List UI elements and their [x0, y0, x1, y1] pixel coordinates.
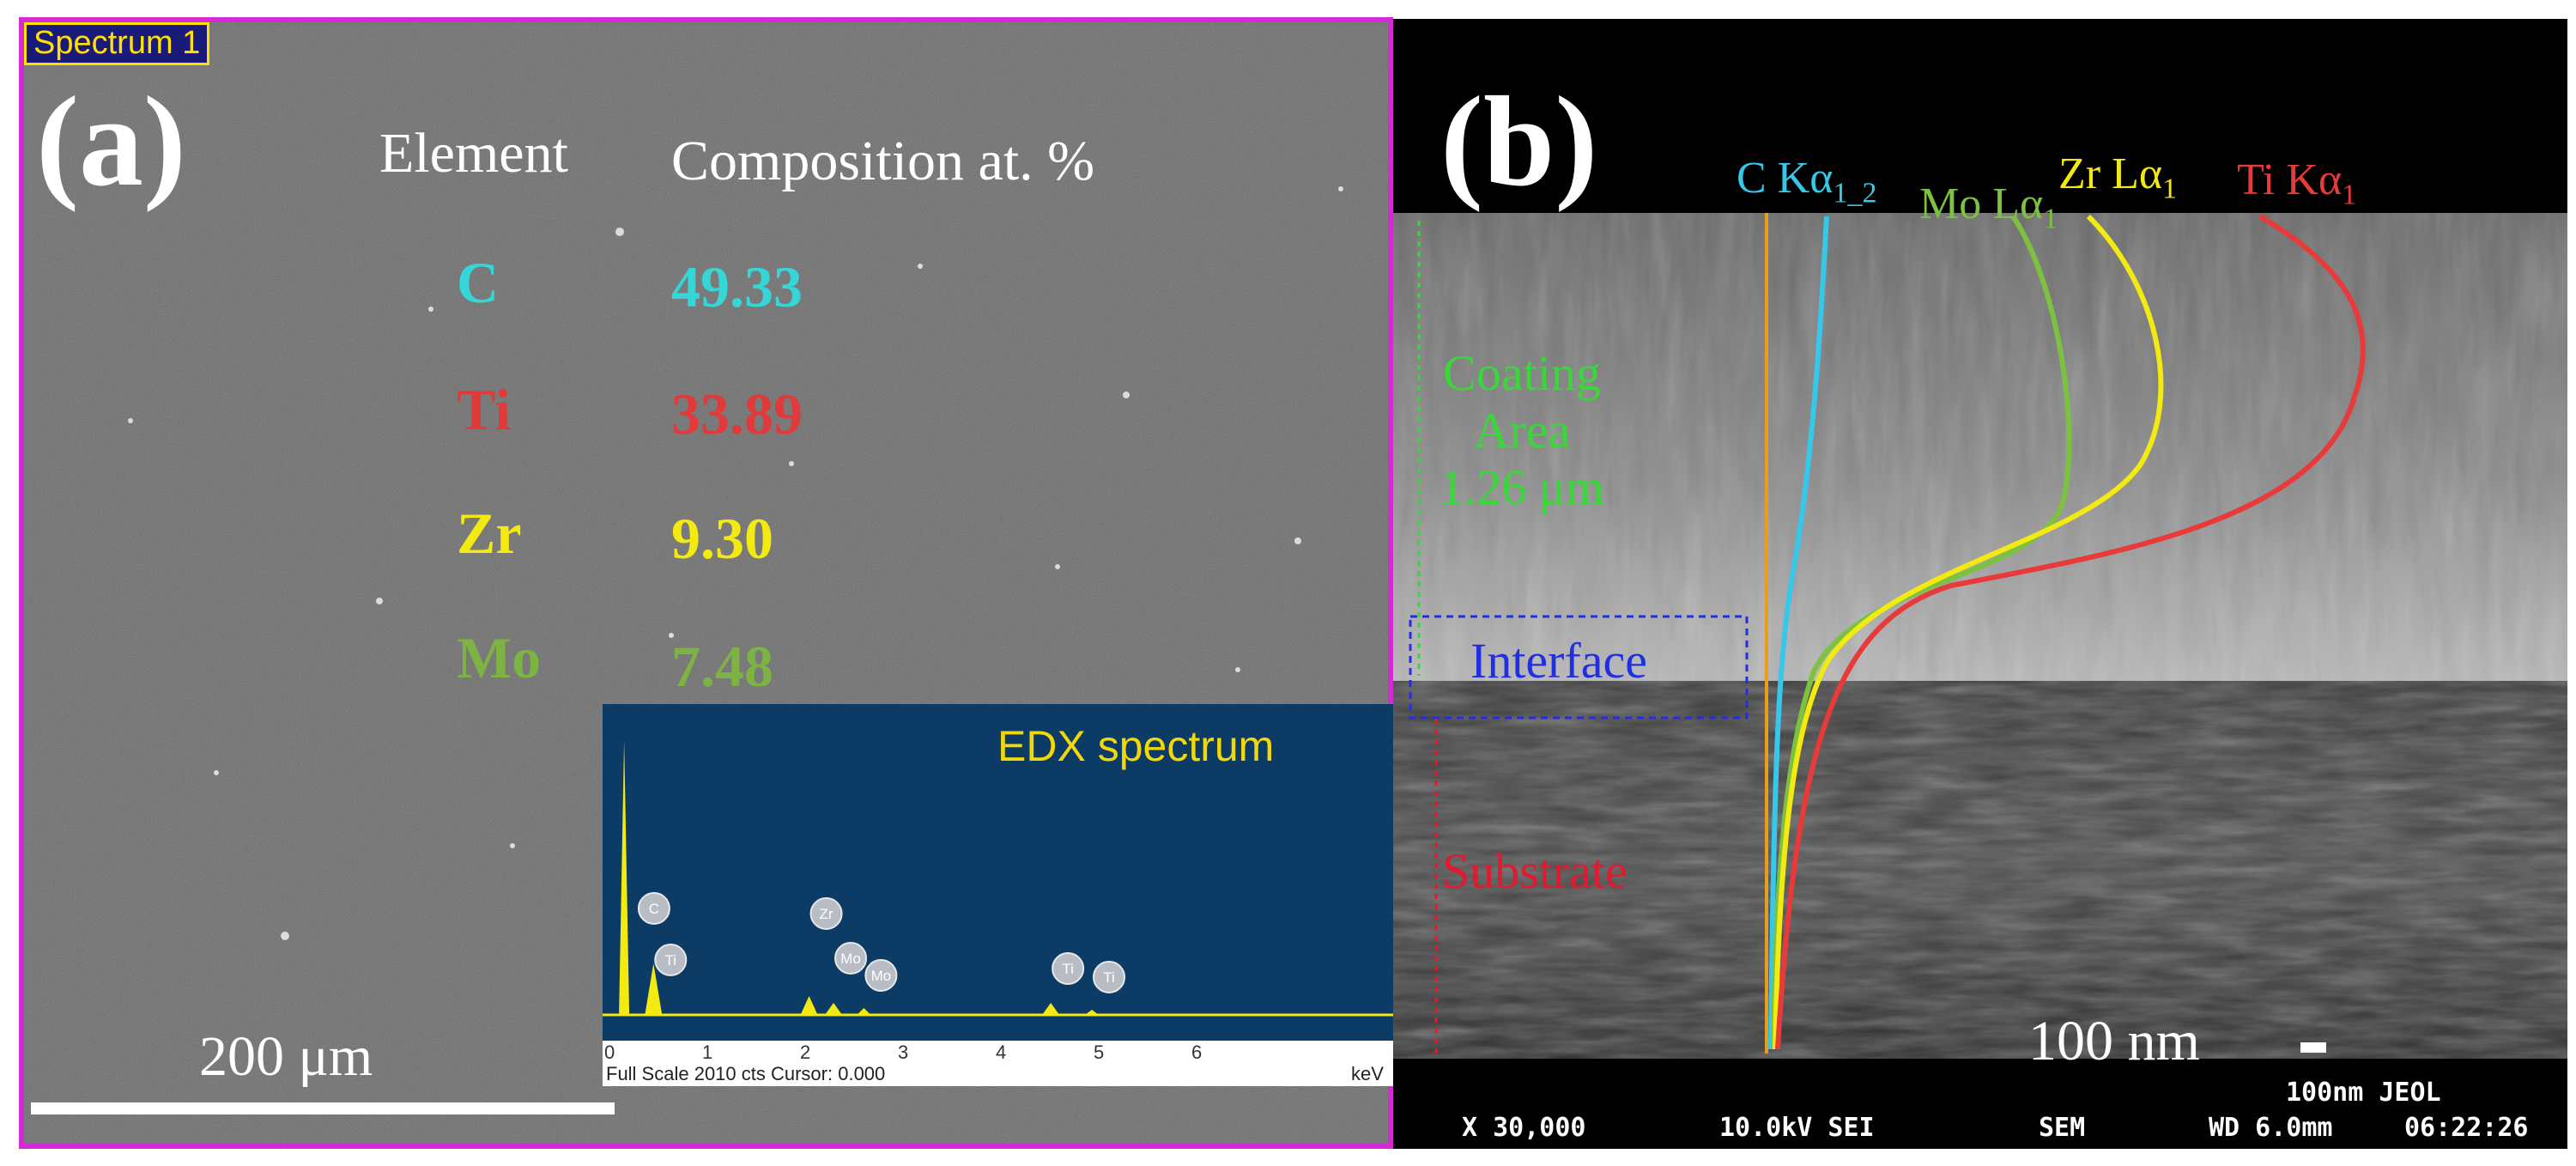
- peak-badge: [654, 944, 688, 976]
- panel-b-sem-cross-section: (b) C Kα1_2 Mo Lα1 Zr Lα1 Ti Kα1 Coating…: [1393, 19, 2567, 1149]
- edx-tick-label: 4: [996, 1042, 1007, 1063]
- c-ka-label-text: C Kα: [1737, 154, 1834, 203]
- mo-la-label-text: Mo Lα: [1919, 179, 2044, 228]
- edx-tick-label: 6: [1191, 1042, 1203, 1063]
- scale-bar-b-label: 100 nm: [2028, 1010, 2200, 1072]
- sem-texture-a: [19, 17, 1393, 1149]
- coating-area-label: Coating Area 1.26 μm: [1427, 345, 1616, 517]
- value-ti: 33.89: [671, 381, 803, 446]
- spectrum-peak-zr: [800, 996, 818, 1015]
- spectrum-peak-ti-l: [645, 963, 663, 1015]
- sem-working-distance: WD 6.0mm: [2209, 1113, 2333, 1143]
- value-c: 49.33: [671, 254, 803, 319]
- mo-la-label: Mo Lα1: [1919, 182, 2058, 234]
- edx-axis-bar: 0 1 2 3 4 5 6 Full Scale 2010 cts Cursor: 0.00…: [603, 1041, 1393, 1086]
- mo-la-trace: [1771, 215, 2072, 1050]
- peak-badge: [834, 942, 868, 975]
- peak-badge: [1052, 952, 1085, 985]
- ti-ka-label: Ti Kα1: [2237, 158, 2356, 210]
- zr-la-trace: [1773, 214, 2164, 1050]
- c-ka-trace: [1768, 216, 1829, 1050]
- peak-label: Ti: [665, 952, 677, 969]
- interface-label: Interface: [1470, 633, 1648, 689]
- zr-la-label: Zr Lα1: [2058, 152, 2177, 203]
- panel-a-sem-image: Spectrum 1 (a) Element Composition at. %…: [19, 17, 1393, 1149]
- ti-ka-label-sub: 1: [2342, 179, 2357, 211]
- edx-spectrum-title: EDX spectrum: [997, 722, 1275, 770]
- peak-label: Ti: [1062, 961, 1074, 977]
- peak-label: Ti: [1103, 969, 1115, 986]
- edx-spectrum-inset: EDX spectrum C Ti Zr Mo Mo Ti Ti 0 1 2 3 4 5 6 Full …: [603, 704, 1393, 1086]
- c-ka-label: C Kα1_2: [1737, 156, 1876, 208]
- edx-tick-label: 0: [604, 1042, 615, 1063]
- element-c: C: [457, 250, 500, 315]
- edx-tick-label: 3: [898, 1042, 909, 1063]
- coating-label-line3: 1.26 μm: [1439, 459, 1605, 516]
- scale-bar-a-label: 200 μm: [199, 1025, 373, 1088]
- edx-spectrum-plot: C Ti Zr Mo Mo Ti Ti: [603, 740, 1393, 1017]
- zr-la-label-sub: 1: [2162, 173, 2178, 205]
- edx-tick-label: 5: [1094, 1042, 1105, 1063]
- element-column-header: Element: [379, 122, 568, 185]
- peak-label: Mo: [840, 950, 861, 967]
- scale-bar-a-line: [31, 1102, 615, 1114]
- surface-particles: [128, 186, 1343, 940]
- peak-label: C: [649, 901, 659, 917]
- edx-axis-unit: keV: [1351, 1063, 1384, 1084]
- spectrum-peak-ti-ka: [1042, 1003, 1060, 1015]
- coating-label-line2: Area: [1473, 402, 1571, 459]
- substrate-label: Substrate: [1442, 843, 1627, 899]
- scale-bar-b-line: [2300, 1042, 2326, 1053]
- peak-badge: [809, 897, 843, 930]
- edx-tick-label: 2: [800, 1042, 811, 1063]
- peak-badge: [1093, 961, 1126, 993]
- sem-scale-text: 100nm JEOL: [2286, 1078, 2441, 1108]
- spectrum-tag: Spectrum 1: [24, 22, 210, 65]
- edx-axis-footer: Full Scale 2010 cts Cursor: 0.000: [606, 1063, 886, 1084]
- coating-label-line1: Coating: [1443, 345, 1601, 401]
- peak-badge: [637, 892, 670, 925]
- ti-ka-label-text: Ti Kα: [2237, 155, 2343, 204]
- interface-box: [1409, 615, 1749, 720]
- c-ka-label-sub: 1_2: [1833, 177, 1877, 210]
- spectrum-peak-mo-1: [825, 1003, 843, 1015]
- sem-voltage: 10.0kV SEI: [1719, 1113, 1875, 1143]
- cross-section-image: [1393, 19, 2567, 1149]
- peak-badge: [864, 959, 898, 992]
- spectrum-peak-ti-kb: [1085, 1010, 1100, 1015]
- peak-label: Zr: [820, 906, 833, 922]
- ti-ka-trace: [1775, 214, 2366, 1050]
- zr-la-label-text: Zr Lα: [2058, 149, 2163, 198]
- panel-label-b: (b): [1440, 70, 1598, 213]
- edx-tick-label: 1: [702, 1042, 713, 1063]
- composition-column-header: Composition at. %: [671, 130, 1095, 192]
- mo-la-label-sub: 1: [2043, 203, 2058, 235]
- value-mo: 7.48: [671, 634, 773, 699]
- spectrum-peak-mo-2: [857, 1008, 871, 1015]
- value-zr: 9.30: [671, 506, 773, 571]
- selection-frame: [19, 17, 1393, 1149]
- peak-label: Mo: [871, 968, 892, 984]
- panel-label-a: (a): [36, 70, 186, 213]
- sem-timestamp: 06:22:26: [2404, 1113, 2529, 1143]
- sem-info-bar: [1393, 1059, 2567, 1149]
- element-zr: Zr: [457, 501, 522, 566]
- element-ti: Ti: [457, 377, 512, 442]
- sem-magnification: X 30,000: [1462, 1113, 1586, 1143]
- element-mo: Mo: [457, 625, 542, 690]
- spectrum-peak-main: [619, 740, 630, 1015]
- sem-mode: SEM: [2039, 1113, 2086, 1143]
